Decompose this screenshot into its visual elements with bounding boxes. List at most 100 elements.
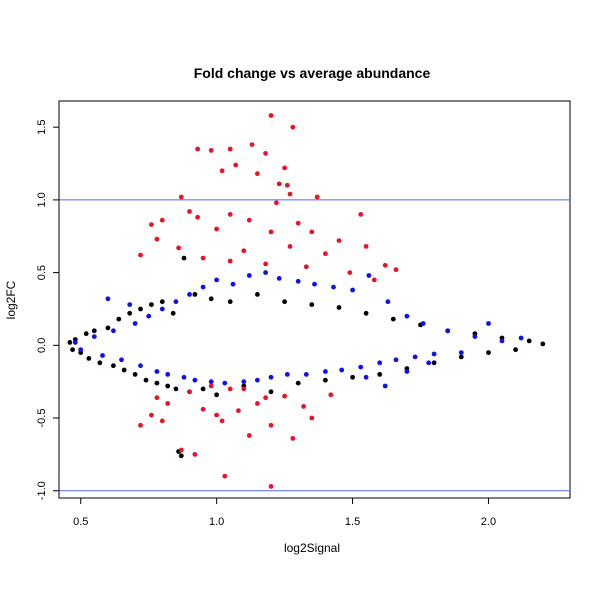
y-tick-label: 1.0: [36, 192, 48, 207]
data-point-s0-8: [105, 325, 111, 331]
data-point-s2-35: [358, 364, 364, 370]
data-point-s1-3: [227, 146, 233, 152]
plot-frame: [58, 100, 571, 499]
data-point-s2-2: [91, 334, 97, 339]
data-point-s1-34: [363, 244, 369, 249]
data-point-s2-12: [173, 299, 179, 305]
data-point-s0-24: [181, 255, 187, 261]
data-point-s0-37: [323, 377, 328, 383]
data-point-s1-48: [178, 447, 184, 453]
data-point-s0-7: [97, 360, 103, 366]
data-point-s2-55: [426, 360, 432, 366]
data-point-s0-42: [390, 316, 396, 322]
data-point-s0-51: [513, 347, 518, 353]
data-point-s1-11: [276, 181, 282, 187]
data-point-s1-49: [192, 452, 198, 457]
data-point-s0-23: [178, 453, 184, 459]
data-point-s1-39: [303, 264, 309, 270]
data-point-s2-52: [363, 374, 369, 380]
data-point-s1-26: [268, 229, 274, 235]
data-point-s2-41: [412, 354, 418, 360]
data-point-s2-48: [499, 338, 505, 344]
data-point-s1-42: [393, 267, 399, 273]
data-point-s1-57: [222, 473, 228, 479]
data-point-s1-46: [154, 395, 160, 401]
data-point-s2-29: [303, 372, 309, 377]
data-points: [67, 113, 546, 489]
data-point-s1-5: [208, 148, 214, 153]
data-point-s0-45: [431, 360, 437, 366]
data-point-s0-53: [540, 341, 546, 347]
data-point-s2-45: [458, 350, 464, 355]
data-point-s1-40: [347, 270, 353, 275]
data-point-s0-11: [121, 367, 127, 373]
data-point-s2-37: [377, 360, 383, 366]
data-point-s0-1: [70, 347, 75, 353]
data-point-s1-20: [246, 217, 252, 223]
data-point-s2-38: [385, 299, 391, 305]
data-point-s0-39: [350, 374, 355, 380]
x-tick-label: 1.0: [209, 516, 224, 528]
data-point-s2-13: [181, 374, 187, 380]
data-point-s1-37: [227, 258, 233, 264]
data-point-s1-8: [282, 165, 287, 171]
data-point-s2-14: [187, 292, 192, 297]
data-point-s2-27: [284, 372, 290, 377]
data-point-s1-33: [323, 251, 328, 257]
data-point-s1-13: [178, 194, 184, 200]
data-point-s1-69: [219, 418, 225, 424]
data-point-s1-19: [227, 212, 233, 217]
data-point-s2-31: [323, 369, 328, 374]
data-point-s0-26: [192, 292, 198, 297]
data-point-s0-40: [363, 310, 369, 316]
data-point-s1-4: [195, 146, 201, 152]
data-point-s2-5: [119, 357, 124, 363]
data-point-s1-45: [159, 418, 165, 424]
data-point-s2-43: [431, 351, 437, 357]
data-point-s2-34: [350, 287, 355, 293]
data-point-s0-47: [458, 354, 464, 360]
data-point-s1-28: [336, 238, 342, 244]
data-point-s2-40: [404, 313, 410, 319]
data-point-s2-19: [222, 380, 228, 386]
data-point-s0-27: [200, 386, 206, 392]
data-point-s1-54: [246, 433, 252, 438]
data-point-s1-1: [290, 124, 296, 130]
data-point-s2-28: [295, 278, 301, 284]
data-point-s1-23: [159, 217, 165, 223]
data-point-s2-32: [331, 284, 336, 290]
data-point-s1-47: [165, 401, 171, 406]
data-point-s1-64: [208, 383, 214, 389]
data-point-s2-7: [138, 363, 143, 369]
data-point-s2-8: [146, 313, 152, 319]
data-point-s2-9: [154, 369, 160, 374]
data-point-s1-0: [268, 113, 274, 118]
data-point-s1-53: [236, 408, 241, 414]
data-point-s1-12: [284, 182, 290, 188]
data-point-s2-24: [263, 270, 268, 275]
data-point-s1-22: [358, 212, 364, 217]
data-point-s0-36: [309, 302, 315, 307]
data-point-s0-19: [165, 383, 171, 389]
data-point-s2-51: [127, 302, 133, 307]
data-point-s1-66: [301, 404, 306, 409]
data-point-s1-51: [214, 412, 220, 418]
data-point-s1-50: [200, 406, 206, 412]
y-tick-label: -0.5: [36, 409, 48, 428]
data-point-s0-5: [86, 356, 92, 361]
data-point-s1-68: [149, 412, 154, 418]
data-point-s1-7: [233, 162, 239, 168]
data-point-s0-4: [83, 331, 89, 337]
data-point-s1-67: [263, 395, 268, 401]
data-point-s2-11: [165, 372, 171, 377]
x-axis: 0.5 1.0 1.5 2.0: [73, 497, 496, 528]
data-point-s2-10: [159, 306, 165, 312]
data-point-s1-18: [195, 214, 201, 220]
data-point-s2-15: [192, 377, 198, 383]
data-point-s2-50: [105, 296, 111, 302]
data-point-s2-44: [445, 328, 451, 334]
data-point-s1-59: [290, 436, 296, 441]
data-point-s0-16: [149, 302, 154, 307]
data-point-s0-20: [170, 310, 176, 316]
